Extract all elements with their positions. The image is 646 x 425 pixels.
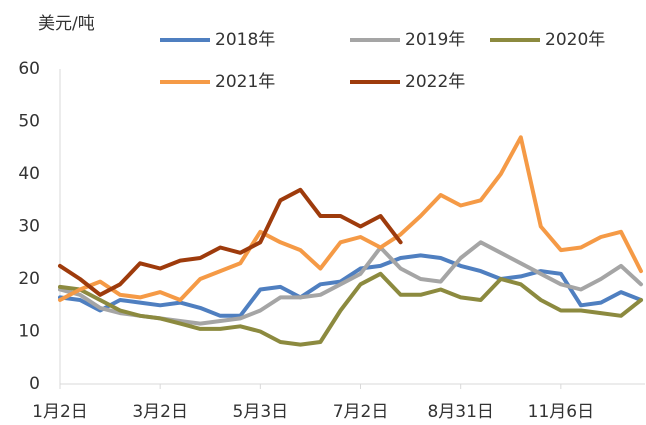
legend-label: 2022年 — [405, 72, 465, 92]
legend-label: 2021年 — [215, 72, 275, 92]
y-tick-label: 40 — [18, 164, 40, 184]
x-tick-label: 1月2日 — [32, 402, 88, 422]
legend-label: 2020年 — [545, 30, 605, 50]
legend-label: 2019年 — [405, 30, 465, 50]
x-tick-label: 11月6日 — [528, 402, 594, 422]
x-tick-label: 8月31日 — [427, 402, 493, 422]
x-tick-label: 7月2日 — [333, 402, 389, 422]
legend-label: 2018年 — [215, 30, 275, 50]
series-line — [58, 240, 643, 326]
y-tick-label: 10 — [18, 322, 40, 342]
y-tick-label: 60 — [18, 59, 40, 79]
series-line — [58, 253, 643, 318]
x-tick-label: 3月2日 — [132, 402, 188, 422]
series-line — [58, 135, 643, 302]
series-line — [58, 271, 643, 347]
series-line — [58, 187, 403, 297]
y-tick-label: 0 — [29, 374, 40, 394]
y-axis-label: 美元/吨 — [38, 14, 95, 34]
x-tick-label: 5月3日 — [233, 402, 289, 422]
y-tick-label: 30 — [18, 217, 40, 237]
y-tick-label: 50 — [18, 112, 40, 132]
y-tick-label: 20 — [18, 269, 40, 289]
